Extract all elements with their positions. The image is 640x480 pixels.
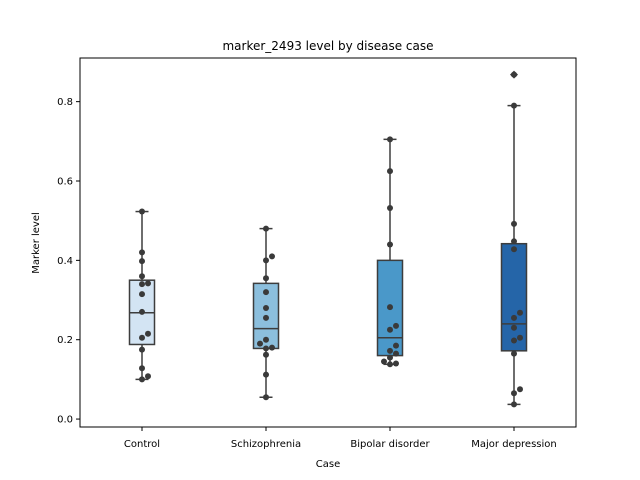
data-point [517, 334, 523, 341]
chart-title: marker_2493 level by disease case [222, 39, 433, 53]
x-tick-label: Schizophrenia [231, 439, 301, 450]
data-point [511, 337, 517, 344]
data-point [387, 347, 393, 354]
data-point [263, 371, 269, 378]
y-tick-label: 0.6 [57, 177, 73, 188]
data-point [263, 289, 269, 296]
data-point [139, 376, 145, 383]
data-point [393, 360, 399, 367]
data-point [145, 373, 151, 380]
data-point [257, 340, 263, 347]
y-tick-label: 0.4 [57, 256, 73, 267]
x-axis-title: Case [316, 459, 340, 470]
data-point [263, 351, 269, 358]
y-axis-title: Marker level [31, 212, 42, 274]
data-point [387, 354, 393, 361]
data-point [139, 334, 145, 341]
data-point [511, 390, 517, 397]
data-point [139, 258, 145, 265]
data-point [511, 350, 517, 357]
data-point [511, 324, 517, 331]
data-point [263, 304, 269, 311]
data-point [263, 394, 269, 401]
data-point [139, 365, 145, 372]
data-point [139, 346, 145, 353]
data-point [511, 246, 517, 253]
data-point [387, 204, 393, 211]
data-point [263, 345, 269, 352]
data-point [139, 308, 145, 315]
data-point [263, 336, 269, 343]
data-point [145, 280, 151, 287]
data-point [387, 361, 393, 368]
data-point [263, 275, 269, 282]
data-point [393, 350, 399, 357]
data-point [269, 253, 275, 260]
data-point [263, 257, 269, 264]
data-point [139, 281, 145, 288]
y-tick-label: 0.0 [57, 415, 73, 426]
x-tick-label: Control [124, 439, 160, 450]
x-tick-label: Bipolar disorder [350, 439, 430, 450]
data-point [381, 358, 387, 365]
data-point [511, 220, 517, 227]
data-point [511, 401, 517, 408]
data-point [511, 238, 517, 245]
axes-frame [79, 57, 577, 428]
data-point [139, 291, 145, 298]
data-point [263, 314, 269, 321]
data-point [511, 71, 517, 78]
y-tick-label: 0.8 [57, 97, 73, 108]
data-point [139, 273, 145, 280]
data-point [139, 249, 145, 256]
data-point [269, 344, 275, 351]
data-point [511, 314, 517, 321]
box-major-depression [500, 242, 528, 352]
data-point [393, 342, 399, 349]
data-point [139, 208, 145, 215]
y-tick-label: 0.2 [57, 335, 73, 346]
x-tick-label: Major depression [471, 439, 557, 450]
data-point [387, 241, 393, 248]
data-point [393, 322, 399, 329]
data-point [387, 168, 393, 175]
data-point [387, 326, 393, 333]
plot-area: 0.0 0.2 0.4 0.6 0.8 Control Schizophrenia Bipol… [57, 57, 577, 450]
data-point [145, 330, 151, 337]
data-point [387, 136, 393, 143]
data-point [511, 102, 517, 109]
data-point [263, 225, 269, 232]
data-point [517, 309, 523, 316]
data-point [387, 304, 393, 311]
data-point [517, 386, 523, 393]
